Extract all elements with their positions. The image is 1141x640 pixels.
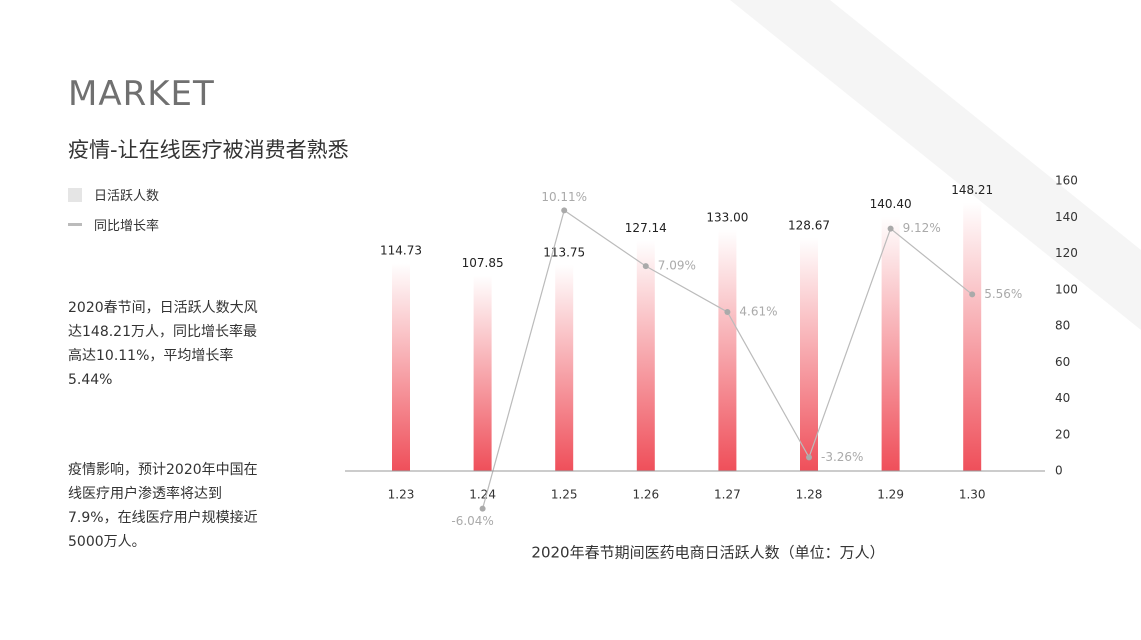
x-tick-label: 1.27 — [714, 488, 741, 502]
bar — [963, 202, 982, 471]
y-tick-label: 140 — [1055, 210, 1078, 224]
line-point — [561, 207, 568, 214]
bar — [800, 237, 818, 471]
bar — [392, 263, 410, 471]
decor-band — [730, 0, 1141, 330]
subtitle: 疫情-让在线医疗被消费者熟悉 — [68, 138, 349, 162]
x-tick-label: 1.29 — [877, 488, 904, 502]
line-point — [642, 263, 649, 270]
y-tick-label: 80 — [1055, 319, 1070, 333]
y-tick-label: 100 — [1055, 282, 1078, 296]
legend-swatch — [68, 187, 82, 202]
data-label: 127.14 — [625, 221, 667, 235]
data-label: 114.73 — [380, 244, 422, 258]
x-tick-label: 1.25 — [551, 488, 578, 502]
x-tick-label: 1.24 — [469, 488, 496, 502]
bar — [718, 229, 737, 471]
bar — [555, 264, 574, 471]
data-label: 133.00 — [706, 210, 748, 224]
y-tick-label: 120 — [1055, 246, 1078, 260]
line-point — [724, 308, 731, 315]
data-label: 10.11% — [541, 190, 587, 204]
bar — [881, 216, 900, 471]
y-tick-label: 20 — [1055, 427, 1070, 441]
line-point — [806, 454, 812, 461]
legend-label: 日活跃人数 — [94, 189, 160, 204]
y-tick-label: 160 — [1055, 174, 1078, 188]
x-tick-label: 1.30 — [959, 488, 986, 502]
x-axis-label: 2020年春节期间医药电商日活跃人数（单位：万人） — [531, 544, 884, 562]
legend-item: 同比增长率 — [68, 215, 159, 234]
data-label: 128.67 — [788, 218, 830, 232]
bar — [636, 240, 655, 471]
legend-item: 日活跃人数 — [68, 185, 159, 204]
y-tick-label: 0 — [1055, 464, 1063, 478]
data-label: 4.61% — [739, 304, 777, 318]
line-point — [479, 505, 486, 512]
y-tick-label: 60 — [1055, 355, 1070, 369]
data-label: -6.04% — [451, 514, 493, 528]
data-label: 7.09% — [658, 259, 696, 273]
note: 疫情影响，预计2020年中国在线医疗用户渗透率将达到7.9%，在线医疗用户规模接… — [68, 462, 258, 550]
y-tick-label: 40 — [1055, 391, 1070, 405]
legend-label: 同比增长率 — [94, 219, 160, 234]
data-label: 113.75 — [543, 245, 585, 259]
data-label: -3.26% — [821, 450, 863, 464]
note: 2020春节间，日活跃人数大风达148.21万人，同比增长率最高达10.11%，… — [68, 300, 258, 388]
line-point — [969, 291, 976, 298]
data-label: 5.56% — [984, 287, 1022, 301]
data-label: 107.85 — [462, 256, 504, 270]
data-label: 9.12% — [903, 221, 941, 235]
title: MARKET — [68, 74, 215, 114]
line-point — [887, 225, 894, 232]
x-tick-label: 1.23 — [388, 488, 415, 502]
x-tick-label: 1.28 — [796, 488, 823, 502]
legend-swatch — [68, 223, 82, 226]
data-label: 140.40 — [870, 197, 912, 211]
bar — [473, 275, 492, 471]
x-tick-label: 1.26 — [632, 488, 659, 502]
data-label: 148.21 — [951, 183, 993, 197]
